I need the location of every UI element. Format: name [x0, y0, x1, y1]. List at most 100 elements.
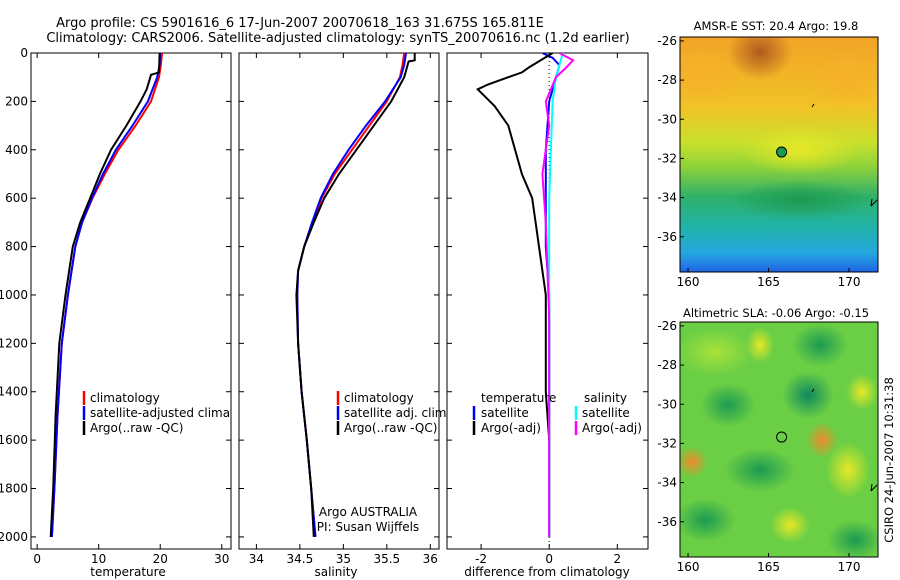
- x-tick-label: 34.5: [287, 552, 314, 566]
- x-tick-label: 35: [336, 552, 351, 566]
- sst-coast-mark: [811, 103, 815, 108]
- map-y-tick-label: -32: [657, 151, 677, 165]
- sla-patch: [792, 323, 848, 367]
- legend-label-salinity-satellite: satellite: [582, 406, 630, 420]
- sst-green-band: [730, 180, 870, 220]
- x-tick-label: 10: [91, 552, 106, 566]
- sst-orange-patch: [680, 45, 740, 105]
- sst-map-title: AMSR-E SST: 20.4 Argo: 19.8: [694, 19, 859, 33]
- sla-patch: [680, 446, 708, 478]
- y-tick-label: 200: [5, 94, 28, 108]
- y-tick-label: 800: [5, 240, 28, 254]
- sst-map-ticks: 160 165 170 -26 -28 -30 -32 -34 -36: [657, 34, 860, 289]
- map-y-tick-label: -34: [657, 191, 677, 205]
- y-tick-label: 2000: [0, 530, 28, 544]
- y-tick-label: 1800: [0, 482, 28, 496]
- y-tick-label: 0: [20, 46, 28, 60]
- sla-coast-mark: [811, 388, 815, 393]
- sla-patch: [827, 520, 878, 557]
- map-y-tick-label: -32: [657, 436, 677, 450]
- sst-map-frame: [679, 36, 879, 273]
- x-tick-label: 20: [153, 552, 168, 566]
- sla-patch: [770, 507, 810, 543]
- x-tick-label: 30: [214, 552, 229, 566]
- map-x-tick-label: 160: [677, 275, 700, 289]
- map-x-tick-label: 170: [838, 275, 861, 289]
- sst-field: [680, 37, 878, 272]
- x-tick-label: 36: [423, 552, 438, 566]
- temperature-y-ticks: 0 200 400 600 800 1000 1200 1400 1600 1800 2000: [0, 46, 231, 544]
- sla-field: [680, 322, 878, 557]
- figure-title-line2: Climatology: CARS2006. Satellite-adjuste…: [46, 31, 629, 46]
- map-y-tick-label: -36: [657, 515, 677, 529]
- series-line-argo-raw-qc: [49, 53, 161, 537]
- legend-label-climatology: climatology: [344, 391, 414, 405]
- map-y-tick-label: -28: [657, 73, 677, 87]
- sst-orange-patch: [805, 52, 878, 108]
- y-tick-label: 1000: [0, 288, 28, 302]
- y-tick-label: 600: [5, 191, 28, 205]
- legend-label-temperature-argo: Argo(-adj): [481, 421, 541, 435]
- legend-label-argo: Argo(..raw -QC): [344, 421, 437, 435]
- salinity-x-label: salinity: [314, 565, 357, 579]
- map-x-tick-label: 160: [677, 560, 700, 574]
- sst-profile-marker: [776, 146, 788, 158]
- difference-panel: -2 0 2 difference from climatology tempera…: [446, 52, 649, 579]
- map-y-tick-label: -26: [657, 34, 677, 48]
- salinity-panel: 34 34.5 35 35.5 36 salinity climatology sate…: [238, 52, 450, 579]
- sla-patch: [725, 448, 795, 492]
- map-x-tick-label: 165: [757, 560, 780, 574]
- sla-patch: [826, 442, 870, 498]
- x-tick-label: 2: [614, 552, 622, 566]
- map-y-tick-label: -26: [657, 319, 677, 333]
- temperature-panel: 0 10 20 30 0 200 400 600 800 1000 1200 1400 1600 180…: [0, 46, 268, 579]
- temperature-x-ticks: 0 10 20 30: [33, 53, 229, 566]
- sla-patch: [846, 374, 878, 410]
- sla-profile-marker: [776, 431, 788, 443]
- sla-patch: [680, 328, 753, 376]
- temperature-legend: climatology satellite-adjusted climatolo…: [82, 391, 268, 435]
- legend-label-satellite: satellite adj. clim.: [344, 406, 450, 420]
- series-line-argo-raw-qc: [295, 53, 416, 537]
- salinity-series: [295, 53, 416, 537]
- series-line-satellite-adjusted-climatology: [50, 53, 162, 537]
- x-tick-label: -2: [475, 552, 487, 566]
- csiro-timestamp-label: CSIRO 24-Jun-2007 10:31:38: [882, 377, 896, 543]
- difference-x-label: difference from climatology: [464, 565, 630, 579]
- legend-label-climatology: climatology: [90, 391, 160, 405]
- map-x-tick-label: 165: [757, 275, 780, 289]
- legend-label-temperature-satellite: satellite: [481, 406, 529, 420]
- legend-header-salinity: salinity: [584, 391, 627, 405]
- difference-y-ticks: [447, 52, 648, 538]
- map-y-tick-label: -30: [657, 112, 677, 126]
- legend-label-satellite: satellite-adjusted climatology: [90, 406, 268, 420]
- salinity-legend: climatology satellite adj. clim. Argo(..…: [336, 391, 450, 435]
- map-y-tick-label: -30: [657, 397, 677, 411]
- temperature-x-label: temperature: [90, 565, 165, 579]
- pi-annotation: PI: Susan Wijffels: [317, 520, 419, 534]
- sla-patch: [806, 422, 838, 458]
- series-line-temperature-argo-adj: [475, 53, 554, 537]
- argo-australia-annotation: Argo AUSTRALIA: [319, 505, 418, 519]
- map-y-tick-label: -34: [657, 476, 677, 490]
- figure-title-line1: Argo profile: CS 5901616_6 17-Jun-2007 2…: [56, 16, 544, 31]
- sst-edge-mark: [870, 198, 878, 207]
- map-y-tick-label: -28: [657, 358, 677, 372]
- legend-label-argo: Argo(..raw -QC): [90, 421, 183, 435]
- x-tick-label: 0: [33, 552, 41, 566]
- legend-header-temperature: temperature: [481, 391, 556, 405]
- temperature-series: [49, 53, 164, 537]
- sla-patch: [700, 383, 756, 427]
- y-tick-label: 1600: [0, 433, 28, 447]
- x-tick-label: 34: [249, 552, 264, 566]
- salinity-x-ticks: 34 34.5 35 35.5 36: [249, 53, 438, 566]
- y-tick-label: 1400: [0, 385, 28, 399]
- difference-legend: temperature salinity satellite Argo(-adj…: [472, 391, 642, 435]
- sla-patch: [680, 498, 735, 542]
- salinity-axes-frame: [238, 52, 440, 550]
- map-x-tick-label: 170: [838, 560, 861, 574]
- sla-map-frame: [679, 321, 879, 558]
- map-y-tick-label: -36: [657, 230, 677, 244]
- sla-map-title: Altimetric SLA: -0.06 Argo: -0.15: [683, 306, 869, 320]
